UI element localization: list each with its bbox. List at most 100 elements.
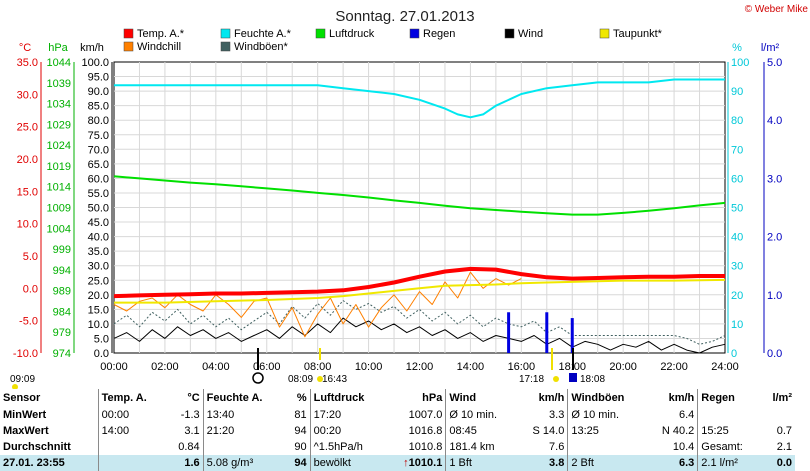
table-cell: 181.4 km xyxy=(445,439,518,455)
time-markers: 09:09 08:09 16:43 17:18 18:08 xyxy=(10,348,605,389)
sun-icon xyxy=(553,376,559,382)
current-timestamp: 27.01. 23:55 xyxy=(0,455,99,471)
axis-tick-label: 80 xyxy=(731,115,743,127)
table-cell: 17:20 xyxy=(309,407,386,423)
axis-tick-label: 25.0 xyxy=(88,275,109,287)
axis-tick-label: 70 xyxy=(731,144,743,156)
wind-unit-label: km/h xyxy=(80,42,104,54)
axis-tick-label: 70.0 xyxy=(88,144,109,156)
moon-icon xyxy=(252,372,264,384)
table-cell: 6.4 xyxy=(678,409,695,421)
table-cell: 2.1 xyxy=(776,441,792,453)
legend-swatch xyxy=(220,28,231,39)
series-line xyxy=(113,175,726,216)
axis-tick-label: 979 xyxy=(53,327,71,339)
axis-tick-label: 5.0 xyxy=(23,251,38,263)
axis-tick-label: 984 xyxy=(53,306,71,318)
axis-tick-label: 20.0 xyxy=(17,154,38,166)
copyright-text: © Weber Mike xyxy=(745,4,809,15)
axis-tick-label: 35.0 xyxy=(88,246,109,258)
axis-tick-label: 974 xyxy=(53,348,71,360)
table-cell: 81 xyxy=(294,409,307,421)
legend-swatch xyxy=(220,41,231,52)
axis-tick-label: 1019 xyxy=(47,161,71,173)
table-cell: -1.3 xyxy=(180,409,200,421)
legend-swatch xyxy=(599,28,610,39)
axis-tick-label: 5.0 xyxy=(94,333,109,345)
table-cell: 3.3 xyxy=(549,409,565,421)
axis-tick-label: 1009 xyxy=(47,203,71,215)
axis-tick-label: 1.0 xyxy=(767,290,782,302)
axis-tick-label: 10 xyxy=(731,319,743,331)
absolute-humidity: 5.08 g/m³ xyxy=(202,455,286,471)
axis-tick-label: 10.0 xyxy=(17,219,38,231)
table-footer-row: 27.01. 23:55 1.6 5.08 g/m³ 94 bewölkt ↑1… xyxy=(0,455,795,471)
legend-label: Windböen* xyxy=(234,41,289,53)
table-cell: 00:20 xyxy=(309,423,386,439)
legend-swatch xyxy=(409,28,420,39)
chart-grid xyxy=(114,62,725,353)
chart-legend: Temp. A.* Feuchte A.* Luftdruck Regen Wind Ta… xyxy=(123,28,663,53)
legend-label: Temp. A.* xyxy=(137,28,185,40)
table-cell: 3.1 xyxy=(184,425,200,437)
table-cell: Ø 10 min. xyxy=(445,407,518,423)
table-cell: 13:40 xyxy=(202,407,286,423)
axis-tick-label: 994 xyxy=(53,265,71,277)
table-row: Durchschnitt 0.84 90 ^1.5hPa/h 1010.8 18… xyxy=(0,439,795,455)
table-cell xyxy=(761,407,795,423)
axis-tick-label: 50 xyxy=(731,203,743,215)
table-cell: S 14.0 xyxy=(532,425,565,437)
x-tick-label: 00:00 xyxy=(100,361,128,373)
moonset-icon xyxy=(569,373,577,382)
axis-tick-label: 55.0 xyxy=(88,188,109,200)
table-cell: 08:45 xyxy=(445,423,518,439)
table-header-cell: Sensor xyxy=(3,392,41,404)
gust-beaufort: 2 Bft xyxy=(567,455,647,471)
table-cell: Ø 10 min. xyxy=(567,407,647,423)
table-header-cell: Wind xyxy=(445,389,518,407)
axis-tick-label: 75.0 xyxy=(88,130,109,142)
current-pressure-value: 1010.1 xyxy=(408,457,443,469)
legend-label: Windchill xyxy=(137,41,181,53)
axis-tick-label: 15.0 xyxy=(17,186,38,198)
marker-detail: 16:43 xyxy=(322,374,347,385)
axis-tick-label: 15.0 xyxy=(88,304,109,316)
table-cell: 00:00 xyxy=(97,407,167,423)
table-header-row: Sensor Temp. A. °C Feuchte A. % Luftdruc… xyxy=(0,389,795,407)
weather-chart: Sonntag. 27.01.2013 © Weber Mike Temp. A… xyxy=(10,4,809,389)
current-pressure: ↑1010.1 xyxy=(385,455,446,471)
table-cell: 10.4 xyxy=(672,441,695,453)
series-line xyxy=(113,271,522,338)
table-header-cell: Regen xyxy=(697,389,762,407)
x-tick-label: 16:00 xyxy=(508,361,536,373)
legend-swatch xyxy=(123,28,134,39)
humidity-unit-label: % xyxy=(732,42,742,54)
axis-tick-label: 50.0 xyxy=(88,203,109,215)
axis-tick-label: 0.0 xyxy=(767,348,782,360)
weather-condition: bewölkt xyxy=(309,455,386,471)
marker-label: 18:08 xyxy=(580,374,605,385)
series-line xyxy=(114,78,725,119)
axis-tick-label: 2.0 xyxy=(767,232,782,244)
axis-tick-label: 95.0 xyxy=(88,72,109,84)
x-tick-label: 22:00 xyxy=(660,361,688,373)
pressure-unit-label: hPa xyxy=(48,42,68,54)
left-time-label: 09:09 xyxy=(10,374,35,385)
axis-tick-label: 1004 xyxy=(47,223,71,235)
axis-tick-label: 60 xyxy=(731,173,743,185)
marker-label: 08:09 xyxy=(288,374,313,385)
axis-tick-label: 60.0 xyxy=(88,173,109,185)
table-cell: 0.84 xyxy=(178,441,200,453)
x-tick-label: 12:00 xyxy=(406,361,434,373)
axis-tick-label: 1014 xyxy=(47,182,71,194)
table-cell xyxy=(697,407,762,423)
table-header-cell: Feuchte A. xyxy=(202,389,286,407)
wind-beaufort: 1 Bft xyxy=(445,455,518,471)
axis-tick-label: 1029 xyxy=(47,119,71,131)
axis-tick-label: 10.0 xyxy=(88,319,109,331)
current-rain: 0.0 xyxy=(761,455,795,471)
table-cell: 14:00 xyxy=(97,423,167,439)
axis-tick-label: 100.0 xyxy=(81,57,109,69)
axis-tick-label: 1039 xyxy=(47,78,71,90)
axis-tick-label: 30 xyxy=(731,261,743,273)
